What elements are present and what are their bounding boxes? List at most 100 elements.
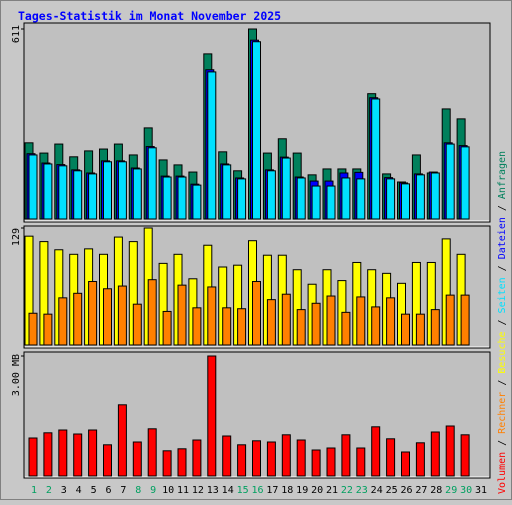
- x-tick-label: 5: [91, 485, 97, 496]
- x-tick-label: 4: [76, 485, 82, 496]
- x-tick-label: 19: [296, 485, 308, 496]
- bar: [73, 433, 83, 477]
- bar: [117, 404, 127, 477]
- bar: [281, 157, 291, 220]
- bar: [401, 313, 410, 346]
- bar: [415, 174, 425, 220]
- y-tick-label: 611: [11, 25, 22, 43]
- bar: [147, 428, 157, 477]
- bar: [460, 146, 470, 220]
- bar: [88, 173, 98, 220]
- bar: [371, 98, 381, 220]
- bar: [326, 295, 336, 346]
- legend-entry: Dateien: [497, 217, 508, 259]
- bar: [222, 435, 232, 477]
- bar: [296, 439, 306, 477]
- bar: [252, 41, 261, 220]
- x-tick-label: 11: [177, 485, 189, 496]
- legend-separator: /: [497, 205, 508, 211]
- x-tick-label: 1: [31, 485, 37, 496]
- x-tick-label: 6: [105, 485, 111, 496]
- legend-entry: Besuche: [497, 331, 508, 373]
- x-tick-label: 28: [430, 485, 442, 496]
- bar: [415, 442, 425, 477]
- x-tick-label: 30: [460, 485, 472, 496]
- legend-separator: /: [497, 380, 508, 386]
- bar: [386, 178, 396, 220]
- x-tick-label: 10: [162, 485, 174, 496]
- x-tick-label: 29: [445, 485, 457, 496]
- bar: [356, 296, 366, 346]
- bar: [28, 154, 38, 220]
- bar: [326, 447, 336, 477]
- x-tick-label: 8: [135, 485, 141, 496]
- bar: [88, 429, 98, 477]
- bar: [341, 434, 351, 477]
- x-tick-label: 17: [266, 485, 278, 496]
- x-tick-label: 23: [356, 485, 368, 496]
- bar: [311, 185, 321, 220]
- bar: [162, 176, 172, 220]
- bar: [207, 71, 217, 220]
- bar: [460, 434, 470, 477]
- bar: [445, 425, 455, 477]
- bar: [237, 444, 247, 477]
- bar: [430, 309, 440, 346]
- bar: [132, 168, 142, 220]
- bar: [58, 165, 68, 220]
- legend-entry: Rechner: [497, 392, 508, 434]
- bar: [132, 441, 142, 477]
- y-tick-label: 129: [11, 228, 22, 246]
- x-tick-label: 27: [415, 485, 427, 496]
- x-tick-label: 3: [61, 485, 67, 496]
- x-tick-label: 13: [207, 485, 219, 496]
- bar: [356, 178, 366, 220]
- bar: [73, 170, 83, 220]
- bar: [341, 311, 351, 346]
- x-tick-label: 16: [251, 485, 263, 496]
- bar: [311, 449, 321, 477]
- bar: [192, 307, 202, 346]
- x-tick-label: 15: [237, 485, 249, 496]
- legend-separator: /: [497, 440, 508, 446]
- bar: [28, 437, 38, 477]
- bar: [445, 143, 455, 220]
- bar: [311, 302, 321, 346]
- bar: [371, 426, 381, 477]
- bar: [43, 432, 53, 477]
- chart-title: Tages-Statistik im Monat November 2025: [18, 9, 281, 23]
- bar: [386, 438, 396, 477]
- y-tick-label: 3.00 MB: [11, 354, 22, 396]
- x-tick-label: 22: [341, 485, 353, 496]
- bar: [266, 170, 276, 220]
- bar: [207, 286, 217, 346]
- bar: [266, 441, 276, 477]
- bar: [28, 312, 38, 346]
- bar: [117, 161, 127, 220]
- bar: [445, 294, 455, 346]
- bar: [177, 284, 187, 346]
- bar: [73, 292, 83, 346]
- x-tick-label: 20: [311, 485, 323, 496]
- x-tick-label: 25: [386, 485, 398, 496]
- x-tick-label: 7: [120, 485, 126, 496]
- bar: [132, 303, 142, 346]
- bar: [341, 177, 351, 220]
- bar: [162, 310, 172, 346]
- bar: [222, 307, 232, 346]
- bar: [192, 439, 202, 477]
- bar: [147, 279, 157, 346]
- bar: [43, 163, 53, 220]
- bar: [88, 281, 98, 346]
- bar: [401, 183, 410, 220]
- bar: [326, 185, 336, 220]
- legend-separator: /: [497, 265, 508, 271]
- bar: [430, 172, 440, 220]
- x-tick-label: 18: [281, 485, 293, 496]
- bar: [266, 299, 276, 346]
- bar: [147, 147, 157, 220]
- bar: [296, 177, 306, 220]
- bar: [281, 293, 291, 346]
- bar: [207, 355, 217, 477]
